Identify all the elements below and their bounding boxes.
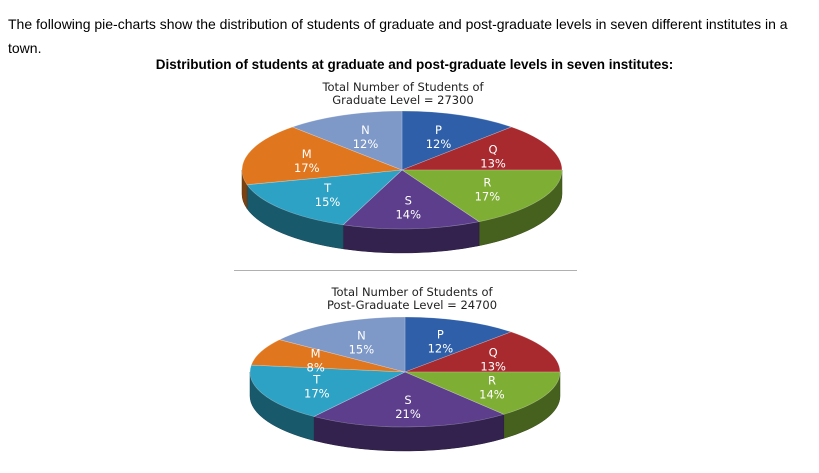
slice-value-t: 17% bbox=[304, 387, 330, 401]
slice-r bbox=[401, 169, 563, 223]
slice-value-q: 13% bbox=[480, 359, 506, 373]
slice-label-s: S bbox=[404, 393, 411, 407]
slice-label-n: N bbox=[361, 123, 370, 137]
slice-p bbox=[404, 316, 513, 373]
postgraduate-pie-chart: P12% Q13%R14% S21% T17% M8% N15% bbox=[249, 316, 561, 452]
slice-value-n: 15% bbox=[349, 343, 375, 357]
slice-value-t: 15% bbox=[315, 195, 341, 209]
slice-value-m: 8% bbox=[307, 360, 325, 374]
slice-value-p: 12% bbox=[426, 137, 452, 151]
slice-label-r: R bbox=[488, 374, 496, 388]
slice-value-m: 17% bbox=[294, 161, 320, 175]
postgraduate-title-line1: Total Number of Students of bbox=[331, 285, 493, 299]
slice-m bbox=[241, 126, 403, 185]
chart-divider bbox=[234, 270, 577, 271]
slice-label-n: N bbox=[357, 329, 366, 343]
slice-r bbox=[404, 371, 561, 415]
slice-value-s: 21% bbox=[395, 407, 421, 421]
slice-s bbox=[342, 169, 480, 230]
chart-heading: Distribution of students at graduate and… bbox=[155, 57, 674, 72]
slice-q bbox=[404, 331, 561, 373]
graduate-pie-chart: P12% Q13%R17%S14%T15%M17%N12% bbox=[241, 110, 563, 254]
slice-label-m: M bbox=[311, 346, 321, 360]
slice-n bbox=[278, 316, 406, 373]
graduate-chart-title: Total Number of Students of Graduate Lev… bbox=[273, 81, 533, 107]
graduate-title-line2: Graduate Level = 27300 bbox=[332, 93, 474, 107]
slice-label-r: R bbox=[483, 176, 491, 190]
slice-label-m: M bbox=[302, 147, 312, 161]
slice-label-q: Q bbox=[489, 142, 498, 156]
slice-label-t: T bbox=[312, 373, 321, 387]
slice-value-r: 17% bbox=[475, 190, 501, 204]
slice-p bbox=[401, 110, 513, 171]
intro-text: The following pie-charts show the distri… bbox=[8, 16, 788, 56]
postgraduate-title-line2: Post-Graduate Level = 24700 bbox=[326, 298, 498, 312]
slice-value-r: 14% bbox=[479, 388, 505, 402]
slice-value-q: 13% bbox=[480, 156, 506, 170]
slice-value-p: 12% bbox=[428, 341, 454, 355]
slice-t bbox=[249, 364, 406, 417]
slice-value-n: 12% bbox=[353, 137, 379, 151]
slice-s bbox=[313, 371, 505, 428]
slice-label-p: P bbox=[435, 123, 442, 137]
slice-n bbox=[291, 110, 403, 171]
slice-label-q: Q bbox=[489, 345, 498, 359]
postgraduate-chart-title: Total Number of Students of Post-Graduat… bbox=[282, 286, 542, 312]
slice-m bbox=[250, 339, 406, 373]
slice-label-t: T bbox=[323, 181, 332, 195]
slice-label-p: P bbox=[437, 327, 444, 341]
graduate-title-line1: Total Number of Students of bbox=[322, 80, 484, 94]
slice-q bbox=[401, 126, 563, 171]
slice-value-s: 14% bbox=[395, 208, 421, 222]
slice-t bbox=[246, 169, 403, 226]
slice-label-s: S bbox=[405, 194, 412, 208]
